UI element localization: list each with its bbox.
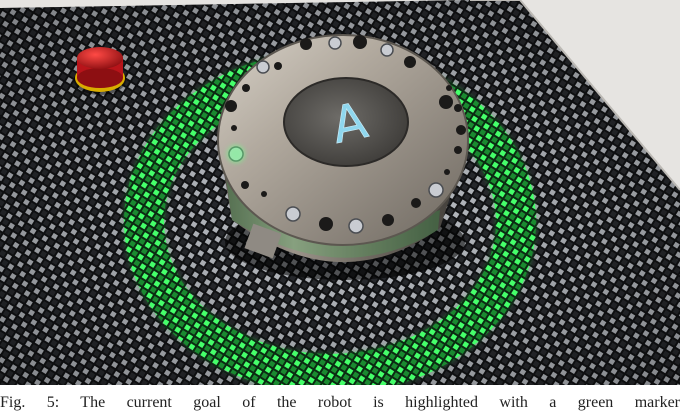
mounting-holes <box>225 35 466 231</box>
robot: A <box>217 34 469 263</box>
emergency-stop-button <box>74 47 126 95</box>
photograph: A <box>0 0 680 385</box>
status-led <box>227 145 245 163</box>
figure-caption: Fig. 5: The current goal of the robot is… <box>0 394 680 411</box>
robot-display <box>284 78 408 166</box>
